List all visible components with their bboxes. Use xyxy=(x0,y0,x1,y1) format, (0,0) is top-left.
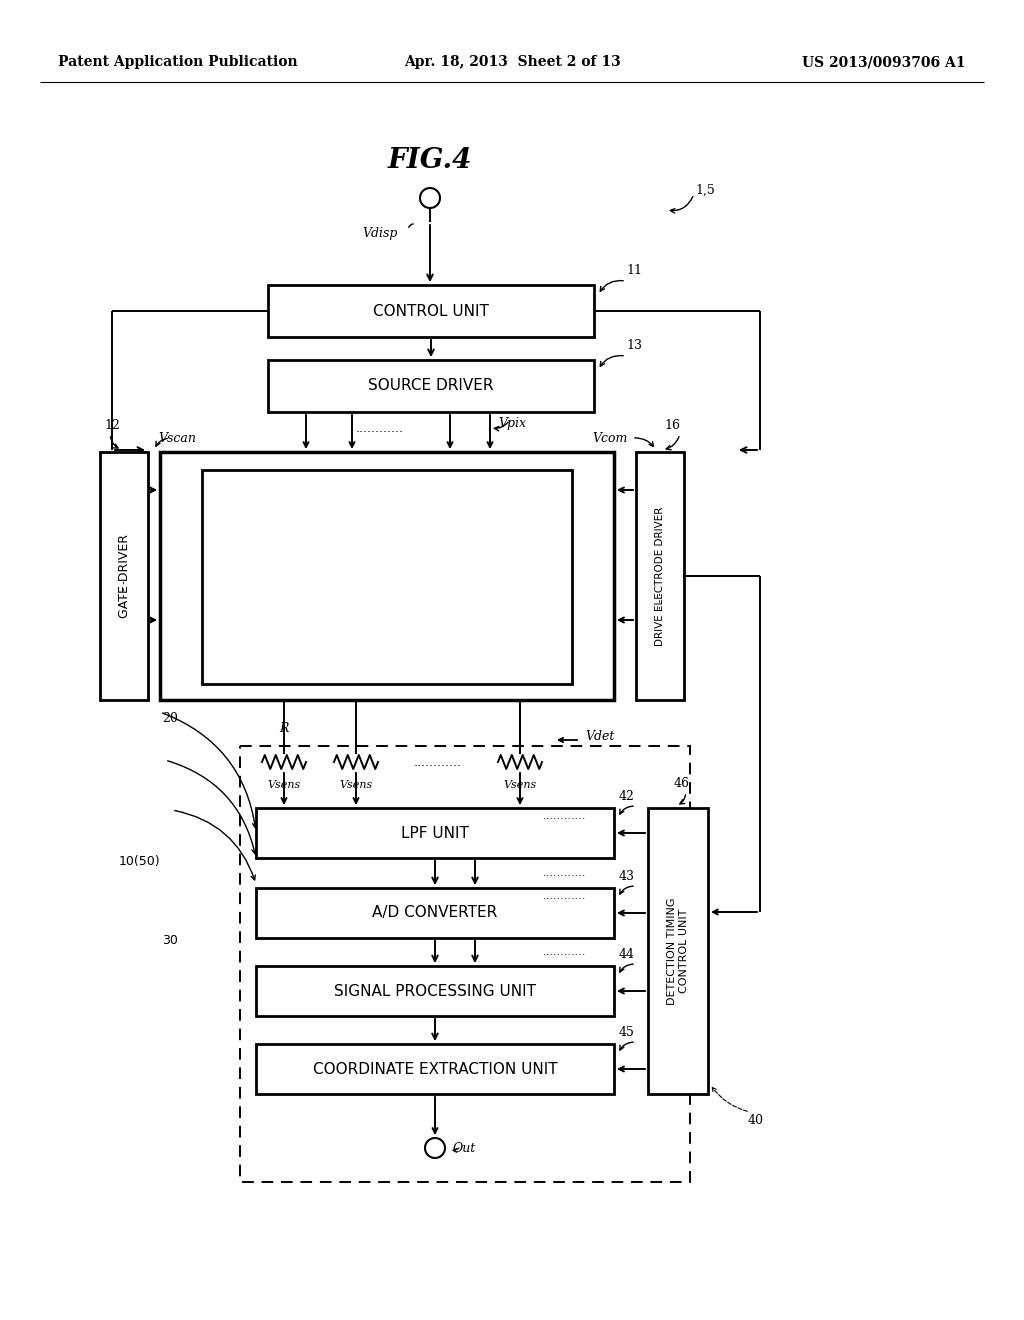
Text: SIGNAL PROCESSING UNIT: SIGNAL PROCESSING UNIT xyxy=(334,983,536,998)
Text: Vsens: Vsens xyxy=(339,780,373,789)
Text: DRIVE ELECTRODE DRIVER: DRIVE ELECTRODE DRIVER xyxy=(655,507,665,645)
Text: 43: 43 xyxy=(618,870,635,883)
Text: 30: 30 xyxy=(162,933,178,946)
Text: Apr. 18, 2013  Sheet 2 of 13: Apr. 18, 2013 Sheet 2 of 13 xyxy=(403,55,621,69)
Text: 1,5: 1,5 xyxy=(695,183,715,197)
Text: 11: 11 xyxy=(626,264,642,277)
Text: 20: 20 xyxy=(162,711,178,725)
Text: COORDINATE EXTRACTION UNIT: COORDINATE EXTRACTION UNIT xyxy=(312,1061,557,1077)
Text: ............: ............ xyxy=(543,891,586,902)
Text: LPF UNIT: LPF UNIT xyxy=(401,825,469,841)
Text: Vdet: Vdet xyxy=(585,730,614,742)
Text: Vdisp: Vdisp xyxy=(362,227,398,239)
Text: - - -: - - - xyxy=(119,579,129,597)
Bar xyxy=(160,451,614,700)
Bar xyxy=(256,966,614,1016)
Bar xyxy=(268,285,594,337)
Text: 10(50): 10(50) xyxy=(119,855,160,869)
Text: ............: ............ xyxy=(414,755,462,768)
Text: FIG.4: FIG.4 xyxy=(388,147,472,173)
Text: 40: 40 xyxy=(748,1114,764,1127)
Bar xyxy=(648,808,708,1094)
Text: 45: 45 xyxy=(618,1026,635,1039)
Text: A/D CONVERTER: A/D CONVERTER xyxy=(373,906,498,920)
Bar xyxy=(256,1044,614,1094)
Text: GATE DRIVER: GATE DRIVER xyxy=(118,535,130,618)
Text: Vscan: Vscan xyxy=(158,432,196,445)
Bar xyxy=(100,451,148,700)
Bar xyxy=(636,451,684,700)
Text: R: R xyxy=(280,722,289,734)
Text: Vsens: Vsens xyxy=(504,780,537,789)
Text: ............: ............ xyxy=(543,946,586,957)
Bar xyxy=(268,360,594,412)
Bar xyxy=(240,746,690,1181)
Text: CONTROL UNIT: CONTROL UNIT xyxy=(373,304,488,318)
Circle shape xyxy=(420,187,440,209)
Text: ............: ............ xyxy=(543,869,586,878)
Text: Out: Out xyxy=(453,1142,476,1155)
Text: 44: 44 xyxy=(618,948,635,961)
Bar xyxy=(202,470,572,684)
Text: Vsens: Vsens xyxy=(267,780,301,789)
Text: 16: 16 xyxy=(664,418,680,432)
Bar xyxy=(256,808,614,858)
Text: 13: 13 xyxy=(626,339,642,352)
Text: SOURCE DRIVER: SOURCE DRIVER xyxy=(369,379,494,393)
Text: US 2013/0093706 A1: US 2013/0093706 A1 xyxy=(803,55,966,69)
Text: Patent Application Publication: Patent Application Publication xyxy=(58,55,298,69)
Text: Vcom: Vcom xyxy=(593,432,628,445)
Text: ............: ............ xyxy=(356,421,404,434)
Text: 46: 46 xyxy=(674,777,690,789)
Text: Vpix: Vpix xyxy=(498,417,526,430)
Bar xyxy=(256,888,614,939)
Circle shape xyxy=(425,1138,445,1158)
Text: ............: ............ xyxy=(543,810,586,821)
Text: 42: 42 xyxy=(618,789,635,803)
Text: DETECTION TIMING
CONTROL UNIT: DETECTION TIMING CONTROL UNIT xyxy=(668,898,689,1005)
Text: 12: 12 xyxy=(104,418,120,432)
Text: - - -: - - - xyxy=(655,593,665,609)
